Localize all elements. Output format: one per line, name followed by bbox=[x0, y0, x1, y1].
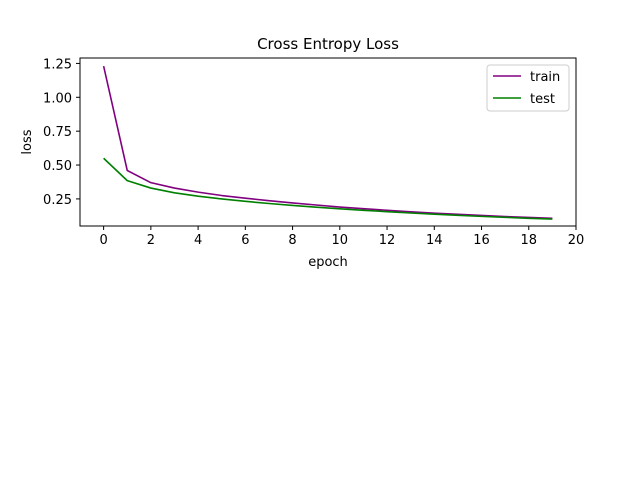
x-tick-label: 20 bbox=[568, 233, 585, 248]
x-tick-label: 16 bbox=[473, 233, 490, 248]
y-tick-label: 0.75 bbox=[43, 125, 72, 140]
legend-label-train: train bbox=[530, 70, 560, 85]
x-tick-label: 10 bbox=[332, 233, 349, 248]
series-line-train bbox=[102, 65, 553, 220]
x-tick-label: 14 bbox=[426, 233, 443, 248]
x-tick-label: 0 bbox=[99, 233, 107, 248]
y-tick-label: 0.25 bbox=[43, 193, 72, 208]
series-group bbox=[102, 65, 553, 220]
series-line-test bbox=[103, 157, 553, 220]
x-tick-label: 18 bbox=[520, 233, 537, 248]
y-axis-ticks: 0.25 0.50 0.75 1.00 1.25 bbox=[43, 57, 80, 208]
legend-label-test: test bbox=[530, 92, 555, 107]
y-tick-label: 0.50 bbox=[43, 159, 72, 174]
y-tick-label: 1.25 bbox=[43, 57, 72, 72]
legend: train test bbox=[486, 64, 570, 112]
x-axis-label: epoch bbox=[308, 255, 348, 270]
y-tick-label: 1.00 bbox=[43, 91, 72, 106]
x-axis-ticks: 0 2 4 6 8 10 12 14 16 18 20 bbox=[99, 226, 584, 248]
x-tick-label: 4 bbox=[194, 233, 202, 248]
x-tick-label: 12 bbox=[379, 233, 396, 248]
x-tick-label: 8 bbox=[288, 233, 296, 248]
x-tick-label: 6 bbox=[241, 233, 249, 248]
chart-title: Cross Entropy Loss bbox=[257, 35, 399, 53]
y-axis-label: loss bbox=[20, 129, 35, 154]
x-tick-label: 2 bbox=[147, 233, 155, 248]
